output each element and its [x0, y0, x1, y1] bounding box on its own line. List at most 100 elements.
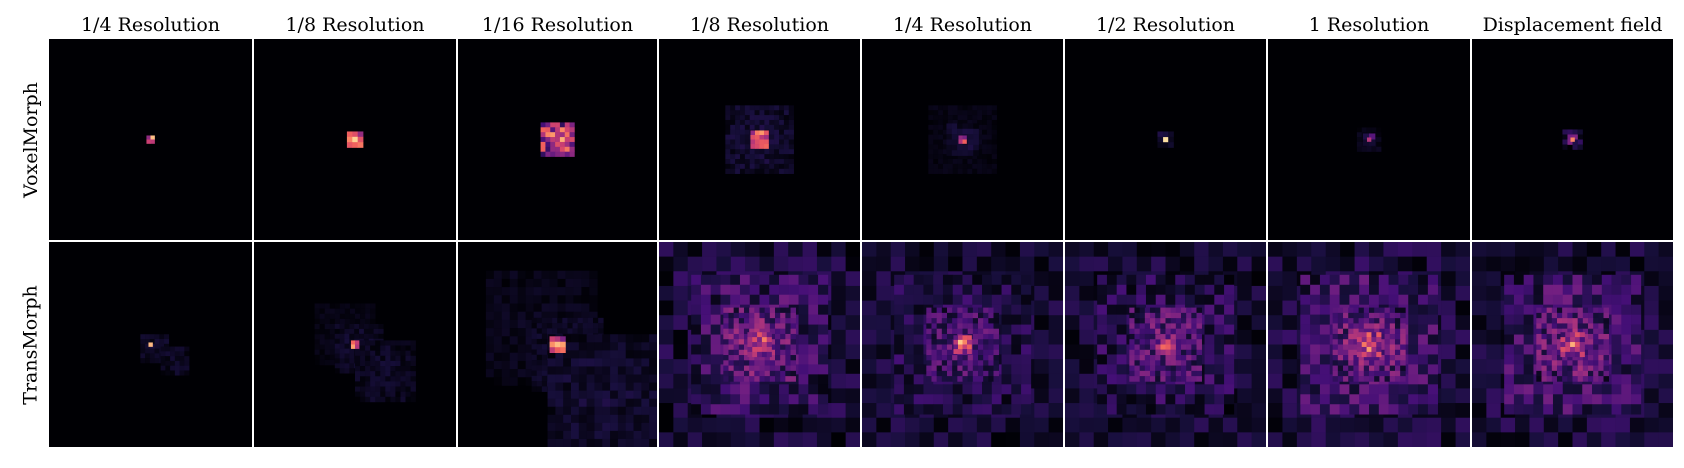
heatmap-cell [1337, 328, 1344, 335]
heatmap-cell [1384, 344, 1391, 351]
heatmap-cell [395, 366, 401, 372]
heatmap-cell [1513, 314, 1524, 325]
heatmap-cell [1472, 271, 1487, 287]
heatmap-cell [1562, 129, 1568, 135]
heatmap-cell [1011, 364, 1022, 375]
heatmap-cell [1603, 312, 1609, 319]
heatmap-cell [587, 323, 594, 329]
heatmap-cell [1536, 323, 1542, 329]
heatmap-cell [586, 398, 595, 408]
heatmap-cell [728, 318, 734, 324]
heatmap-cell [1106, 404, 1117, 415]
heatmap-cell [1593, 333, 1599, 340]
heatmap-cell [779, 144, 785, 150]
heatmap-cell [728, 365, 734, 372]
heatmap-cell [743, 376, 750, 382]
heatmap-cell [919, 432, 935, 447]
heatmap-cell [1546, 307, 1553, 314]
heatmap-cell [991, 404, 1002, 415]
heatmap-cell [1139, 355, 1146, 361]
heatmap-cell [673, 271, 689, 287]
heatmap-cell [405, 376, 411, 382]
heatmap-cell [1191, 344, 1197, 351]
heatmap-cell [947, 154, 954, 160]
heatmap-cell [986, 129, 993, 135]
heatmap-cell [931, 344, 937, 351]
heatmap-cell [1181, 323, 1187, 329]
heatmap-cell [594, 350, 603, 359]
heatmap-cell [1376, 137, 1382, 143]
heatmap-cell [1644, 242, 1659, 257]
heatmap-cell [1562, 376, 1568, 382]
heatmap-cell [1175, 333, 1182, 340]
heatmap-cell [808, 374, 819, 385]
heatmap-cell [785, 318, 791, 324]
heatmap-cell [380, 350, 386, 357]
heatmap-cell [541, 278, 550, 288]
heatmap-cell [578, 358, 587, 367]
heatmap-cell [986, 115, 993, 121]
heatmap-cell [1165, 360, 1171, 366]
heatmap-cell [673, 344, 689, 360]
heatmap-cell [1418, 334, 1429, 345]
heatmap-cell [1144, 328, 1151, 335]
heatmap-cell [957, 154, 963, 160]
heatmap-cell [410, 396, 416, 403]
heatmap-cell [1214, 384, 1225, 395]
heatmap-cell [983, 328, 989, 335]
heatmap-cell [1097, 364, 1108, 375]
heatmap-cell [1116, 344, 1127, 355]
heatmap-cell [1572, 144, 1578, 150]
heatmap-cell [1129, 349, 1135, 356]
heatmap-cell [385, 381, 391, 387]
heatmap-cell [1079, 344, 1095, 360]
heatmap-cell [400, 391, 406, 398]
heatmap-cell [365, 371, 371, 377]
heatmap-cell [780, 365, 786, 372]
heatmap-cell [1332, 333, 1339, 340]
heatmap-cell [1214, 354, 1225, 365]
heatmap-cell [1455, 256, 1470, 272]
heatmap-cell [525, 352, 534, 362]
heatmap-cell [1034, 271, 1049, 287]
heatmap-panel [659, 39, 860, 240]
heatmap-cell [390, 350, 396, 357]
heatmap-cell [1021, 394, 1032, 405]
heatmap-cell [339, 363, 345, 369]
heatmap-cell [1379, 333, 1385, 340]
heatmap-cell [1155, 334, 1161, 340]
heatmap-cell [1181, 349, 1187, 356]
heatmap-cell [545, 141, 551, 148]
heatmap-cell [1194, 294, 1205, 305]
heatmap-cell [972, 159, 978, 165]
heatmap-cell [1348, 307, 1354, 314]
heatmap-cell [700, 364, 711, 375]
heatmap-cell [385, 340, 391, 346]
heatmap-cell [1194, 284, 1205, 296]
heatmap-cell [818, 384, 829, 395]
heatmap-cell [1340, 256, 1355, 272]
heatmap-cell [1562, 323, 1568, 329]
heatmap-cell [1400, 328, 1406, 335]
heatmap-cell [946, 150, 953, 156]
heatmap-cell [1523, 364, 1534, 375]
heatmap-cell [894, 334, 905, 345]
heatmap-cell [982, 144, 988, 150]
heatmap-cell [1472, 403, 1487, 419]
heatmap-cell [725, 154, 731, 160]
heatmap-cell [1175, 376, 1182, 382]
heatmap-cell [1339, 404, 1350, 415]
heatmap-cell [555, 366, 564, 375]
heatmap-cell [395, 391, 401, 398]
heatmap-cell [1486, 388, 1502, 404]
heatmap-cell [1144, 344, 1151, 351]
heatmap-cell [988, 323, 994, 329]
heatmap-cell [986, 144, 993, 150]
heatmap-cell [610, 366, 619, 375]
heatmap-cell [991, 159, 997, 165]
heatmap-image [49, 242, 252, 447]
heatmap-cell [541, 295, 550, 304]
heatmap-cell [962, 110, 968, 116]
heatmap-panel [49, 39, 252, 240]
heatmap-cell [329, 324, 336, 330]
